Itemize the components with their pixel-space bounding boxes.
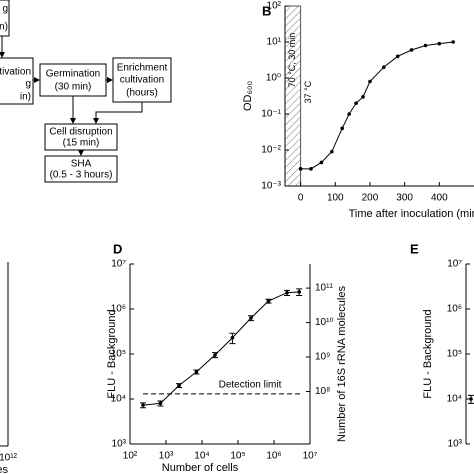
x-axis-label: Number of cells (162, 462, 239, 474)
x-tick-label: 400 (431, 193, 448, 204)
annotation: 37 °C (303, 80, 313, 103)
data-point (409, 48, 414, 52)
y2-tick-label: 10¹⁰ (315, 317, 333, 328)
data-point (249, 316, 253, 320)
y-axis-label: OD₆₀₀ (242, 81, 254, 111)
data-point (469, 397, 473, 401)
data-point (297, 290, 301, 294)
flowchart: g n) ultivation g in) Germination (30 mi… (0, 0, 172, 183)
box-text: (0.5 - 3 hours) (50, 170, 113, 181)
annotation: 70 °C, 30 min (287, 33, 297, 88)
data-point (213, 353, 217, 357)
y-tick-label: 10¹ (267, 37, 282, 48)
x-tick-label: 10¹² (0, 453, 18, 464)
y2-tick-label: 10⁸ (315, 386, 330, 397)
x-tick-label: 10⁴ (194, 451, 209, 462)
data-point (347, 112, 351, 116)
box (39, 63, 107, 97)
y-tick-label: 10⁵ (447, 349, 462, 360)
x-axis-label: es (0, 464, 8, 474)
y-tick-label: 10⁻¹ (261, 109, 281, 120)
box (44, 123, 118, 151)
arrow (93, 102, 143, 124)
data-point (382, 65, 386, 69)
data-point (361, 95, 365, 99)
x-tick-label: 10⁶ (266, 451, 281, 462)
x-tick-label: 0 (298, 193, 304, 204)
box-text: Germination (46, 69, 100, 80)
box-text: in) (20, 92, 31, 103)
data-point (395, 54, 400, 59)
box-text: cultivation (120, 75, 164, 86)
y-tick-label: 10⁵ (111, 349, 126, 360)
data-point (451, 40, 455, 44)
panel-label: D (113, 241, 122, 256)
box-text: g (2, 4, 8, 15)
data-point (177, 383, 181, 388)
y-tick-label: 10⁰ (266, 73, 281, 84)
y-tick-label: 10³ (112, 439, 127, 450)
x-tick-label: 200 (362, 193, 379, 204)
y2-tick-label: 10¹¹ (315, 283, 333, 294)
box-text: (hours) (126, 88, 158, 99)
y-tick-label: 10⁶ (447, 304, 462, 315)
data-point (266, 299, 271, 303)
y-tick-label: 10⁻² (261, 145, 281, 156)
x-tick-label: 10³ (159, 451, 174, 462)
x-tick-label: 10² (123, 451, 138, 462)
detection-label: Detection limit (219, 380, 282, 391)
data-line (142, 291, 300, 406)
data-point (141, 403, 145, 407)
data-point (158, 401, 163, 406)
x-tick-label: 100 (327, 193, 344, 204)
box-text: (30 min) (55, 82, 92, 93)
y-tick-label: 10⁴ (111, 394, 126, 405)
x-tick-label: 10⁵ (230, 451, 245, 462)
x-axis-label: Time after inoculation (min) (349, 208, 474, 220)
data-point (230, 335, 235, 340)
box-text: n) (0, 22, 8, 33)
y-tick-label: 10³ (448, 439, 463, 450)
panel-label: B (262, 3, 271, 18)
data-point (437, 41, 442, 46)
data-point (319, 160, 324, 165)
y-axis-label: FLU - Background (106, 309, 118, 398)
y-tick-label: 10⁴ (447, 394, 462, 405)
y2-tick-label: 10⁹ (315, 352, 330, 363)
y-tick-label: 10⁷ (111, 259, 126, 270)
data-point (330, 149, 334, 154)
box-text: Enrichment (117, 63, 168, 74)
data-point (423, 43, 428, 48)
box-text: ultivation (0, 67, 31, 78)
data-point (309, 167, 313, 171)
data-point (298, 167, 303, 171)
box-text: g (25, 79, 31, 90)
box-text: SHA (71, 159, 92, 170)
y-axis-label: FLU - Background (422, 309, 434, 398)
box (44, 155, 118, 183)
y-tick-label: 10⁶ (111, 304, 126, 315)
box-text: Cell disruption (49, 127, 112, 138)
data-point (368, 79, 372, 84)
box-text: (15 min) (63, 138, 100, 149)
y-tick-label: 10⁷ (447, 259, 462, 270)
data-point (354, 101, 358, 105)
data-point (285, 290, 289, 295)
panel-label: E (410, 241, 419, 256)
y-tick-label: 10⁻³ (261, 181, 281, 192)
y-tick-label: 10² (267, 1, 282, 12)
data-point (194, 370, 199, 374)
x-tick-label: 300 (396, 193, 413, 204)
y2-axis-label: Number of 16S rRNA molecules (336, 286, 348, 442)
data-line (300, 41, 454, 170)
box (0, 57, 34, 105)
x-tick-label: 10⁷ (303, 451, 318, 462)
data-point (340, 126, 345, 131)
